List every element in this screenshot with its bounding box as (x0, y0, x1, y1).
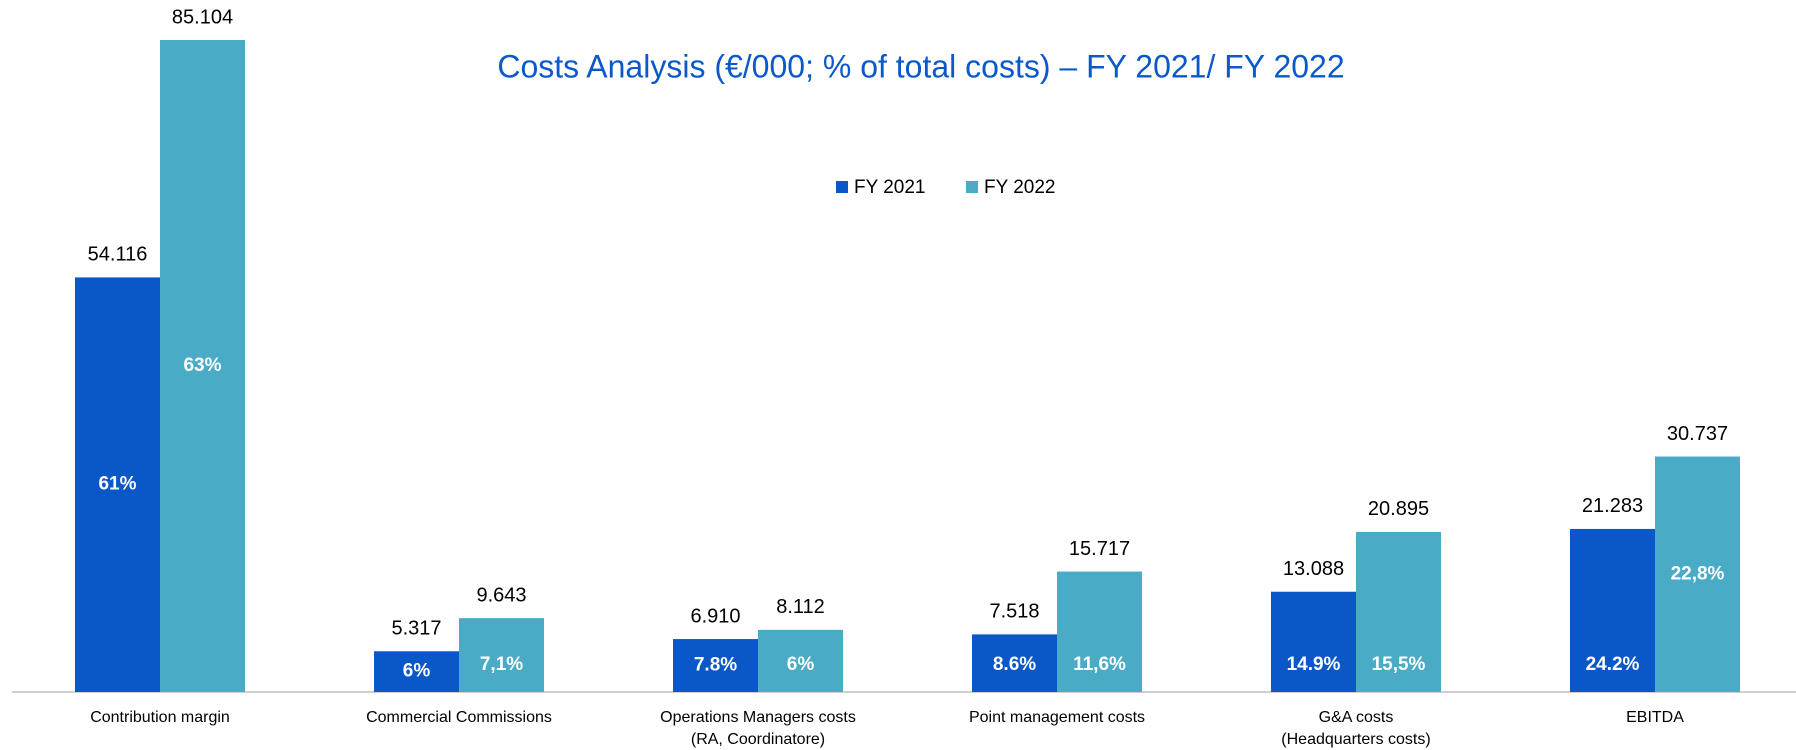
share-label: 7,1% (480, 654, 523, 675)
x-tick-label: Contribution margin (90, 709, 230, 726)
bar (1057, 571, 1142, 692)
bar (1570, 528, 1655, 692)
x-tick-label: EBITDA (1626, 709, 1684, 726)
x-tick-label: Operations Managers costs (RA, Coordinat… (660, 709, 856, 748)
value-label: 21.283 (1582, 495, 1643, 517)
value-label: 6.910 (690, 605, 740, 627)
bar (758, 629, 843, 692)
value-label: 9.643 (476, 584, 526, 606)
chart-title: Costs Analysis (€/000; % of total costs)… (497, 48, 1344, 84)
value-label: 5.317 (391, 618, 441, 640)
share-label: 22,8% (1671, 563, 1725, 584)
bar (972, 634, 1057, 692)
x-tick-label: Commercial Commissions (366, 709, 552, 726)
value-label: 30.737 (1667, 423, 1728, 445)
bar (75, 277, 160, 692)
share-label: 6% (403, 661, 431, 682)
bar (160, 40, 245, 692)
value-label: 85.104 (172, 6, 233, 28)
bar (459, 618, 544, 692)
share-label: 14.9% (1287, 654, 1341, 675)
share-label: 15,5% (1372, 654, 1426, 675)
value-label: 54.116 (88, 244, 148, 266)
legend-label: FY 2022 (984, 177, 1055, 198)
value-label: 7.518 (989, 601, 1039, 623)
legend-label: FY 2021 (854, 177, 925, 198)
share-label: 8.6% (993, 654, 1036, 675)
share-label: 24.2% (1586, 654, 1640, 675)
bar (374, 651, 459, 692)
bar (1655, 456, 1740, 692)
value-label: 20.895 (1368, 498, 1429, 520)
legend-swatch (836, 181, 848, 193)
x-tick-label: G&A costs (Headquarters costs) (1281, 709, 1431, 748)
share-label: 61% (98, 474, 136, 495)
bar (673, 639, 758, 692)
bar (1271, 591, 1356, 692)
value-label: 8.112 (776, 596, 825, 618)
share-label: 6% (787, 654, 815, 675)
x-tick-label: Point management costs (968, 709, 1146, 726)
value-label: 13.088 (1283, 558, 1344, 580)
share-label: 7.8% (694, 655, 737, 676)
share-label: 63% (183, 355, 221, 376)
legend-swatch (966, 181, 978, 193)
value-label: 15.717 (1069, 538, 1130, 560)
bar (1356, 531, 1441, 692)
share-label: 11,6% (1073, 654, 1126, 675)
